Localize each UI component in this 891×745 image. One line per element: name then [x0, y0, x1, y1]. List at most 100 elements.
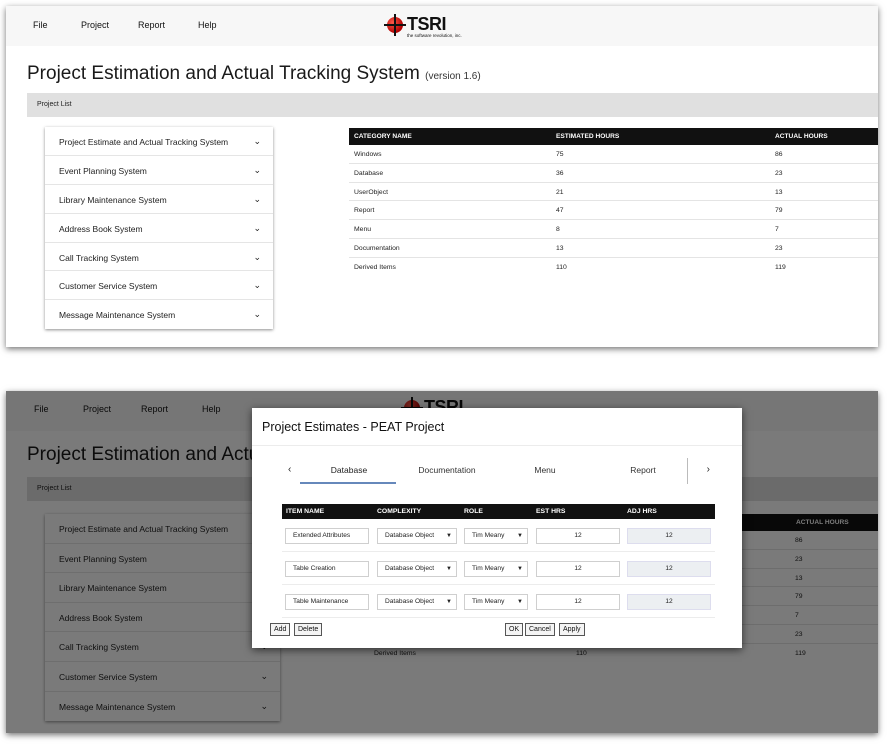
table-header: CATEGORY NAME ESTIMATED HOURS ACTUAL HOU…	[349, 128, 878, 145]
menu-help[interactable]: Help	[198, 20, 217, 30]
project-item[interactable]: Project Estimate and Actual Tracking Sys…	[45, 127, 273, 156]
project-item[interactable]: Address Book System ⌄	[45, 214, 273, 243]
project-label: Address Book System	[59, 223, 143, 234]
select-value: Database Object	[385, 565, 435, 572]
role-select[interactable]: Tim Meany ▼	[464, 594, 528, 610]
table-row: Derived Items 110 119	[349, 258, 878, 277]
project-item[interactable]: Library Maintenance System ⌄	[45, 185, 273, 214]
screenshot-modal-view: File Project Report Help TSRI Project Es…	[6, 391, 878, 733]
select-value: Tim Meany	[472, 565, 505, 572]
chevron-down-icon[interactable]: ⌄	[253, 164, 261, 175]
col-header-complexity: COMPLEXITY	[377, 508, 422, 515]
col-header-item: ITEM NAME	[286, 508, 325, 515]
project-label: Library Maintenance System	[59, 194, 167, 205]
cell: 7	[775, 226, 779, 234]
screenshot-main-view: File Project Report Help TSRI the softwa…	[6, 6, 878, 347]
cell: 23	[775, 244, 783, 252]
tab-database[interactable]: Database	[330, 465, 368, 475]
tab-report[interactable]: Report	[630, 465, 656, 475]
select-value: Database Object	[385, 598, 435, 605]
delete-button[interactable]: Delete	[294, 623, 323, 636]
project-label: Call Tracking System	[59, 252, 139, 263]
cell: UserObject	[354, 188, 388, 196]
tsri-logo: TSRI the software revolution, inc.	[384, 14, 477, 42]
project-label: Project Estimate and Actual Tracking Sys…	[59, 137, 229, 147]
item-name-field[interactable]: Table Maintenance	[285, 594, 369, 610]
cancel-button[interactable]: Cancel	[525, 623, 555, 636]
col-header-category: CATEGORY NAME	[354, 133, 412, 140]
category-table: CATEGORY NAME ESTIMATED HOURS ACTUAL HOU…	[349, 128, 878, 277]
section-label: Project List	[37, 101, 72, 108]
cell: 13	[775, 188, 783, 196]
complexity-select[interactable]: Database Object ▼	[377, 594, 457, 610]
project-item[interactable]: Call Tracking System ⌄	[45, 243, 273, 272]
chevron-left-icon[interactable]: ‹	[288, 464, 292, 475]
cell: Documentation	[354, 244, 400, 252]
table-row: Extended Attributes Database Object ▼ Tim…	[282, 519, 715, 552]
project-estimates-dialog: Project Estimates - PEAT Project ‹ Datab…	[252, 408, 742, 648]
col-header-adj: ADJ HRS	[627, 508, 657, 515]
table-row: Database 36 23	[349, 164, 878, 183]
menu-bar: File Project Report Help TSRI the softwa…	[6, 6, 878, 46]
cell: Report	[354, 207, 375, 215]
apply-button[interactable]: Apply	[559, 623, 585, 636]
cell: 75	[556, 151, 564, 158]
est-hrs-input[interactable]: 12	[536, 561, 620, 577]
project-label: Message Maintenance System	[59, 310, 176, 321]
cell: 86	[775, 151, 783, 158]
project-item[interactable]: Message Maintenance System ⌄	[45, 300, 273, 329]
add-button[interactable]: Add	[270, 623, 291, 636]
col-header-est: EST HRS	[536, 508, 566, 515]
project-item[interactable]: Customer Service System ⌄	[45, 271, 273, 301]
logo-brand: TSRI	[407, 14, 447, 34]
item-name-field[interactable]: Extended Attributes	[285, 528, 369, 544]
role-select[interactable]: Tim Meany ▼	[464, 561, 528, 577]
cell: Database	[354, 169, 384, 177]
chevron-down-icon[interactable]: ⌄	[253, 193, 261, 204]
col-header-estimated: ESTIMATED HOURS	[556, 133, 620, 140]
cell: Derived Items	[354, 263, 396, 271]
version-label: (version 1.6)	[425, 71, 481, 82]
page-title: Project Estimation and Actual Tracking S…	[27, 63, 481, 85]
section-bar: Project List	[27, 93, 878, 117]
chevron-down-icon[interactable]: ⌄	[253, 280, 261, 291]
tsri-logo-icon	[384, 14, 406, 36]
chevron-down-icon[interactable]: ⌄	[253, 136, 261, 146]
tab-documentation[interactable]: Documentation	[418, 465, 476, 475]
cell: 23	[775, 169, 783, 177]
dropdown-arrow-icon: ▼	[446, 533, 452, 539]
dropdown-arrow-icon: ▼	[446, 599, 452, 605]
complexity-select[interactable]: Database Object ▼	[377, 528, 457, 544]
menu-project[interactable]: Project	[81, 20, 110, 30]
est-hrs-input[interactable]: 12	[536, 594, 620, 610]
complexity-select[interactable]: Database Object ▼	[377, 561, 457, 577]
est-hrs-input[interactable]: 12	[536, 528, 620, 544]
cell: 110	[556, 263, 567, 271]
chevron-down-icon[interactable]: ⌄	[253, 251, 261, 262]
chevron-right-icon[interactable]: ›	[706, 464, 710, 475]
dropdown-arrow-icon: ▼	[446, 566, 452, 572]
chevron-down-icon[interactable]: ⌄	[253, 222, 261, 233]
cell: 13	[556, 244, 564, 252]
menu-file[interactable]: File	[33, 20, 48, 30]
ok-button[interactable]: OK	[505, 623, 524, 636]
item-name-field[interactable]: Table Creation	[285, 561, 369, 577]
col-header-role: ROLE	[464, 508, 483, 515]
tab-menu[interactable]: Menu	[534, 465, 556, 475]
col-header-actual: ACTUAL HOURS	[775, 133, 828, 140]
active-tab-indicator	[300, 482, 396, 484]
table-row: Documentation 13 23	[349, 239, 878, 258]
select-value: Database Object	[385, 532, 435, 539]
chevron-down-icon[interactable]: ⌄	[253, 309, 261, 320]
cell: 47	[556, 207, 564, 215]
adj-hrs-field: 12	[627, 528, 711, 544]
project-item[interactable]: Event Planning System ⌄	[45, 156, 273, 185]
dropdown-arrow-icon: ▼	[517, 599, 523, 605]
divider	[687, 458, 688, 484]
table-header: ITEM NAME COMPLEXITY ROLE EST HRS ADJ HR…	[282, 504, 715, 519]
project-label: Customer Service System	[59, 281, 158, 292]
role-select[interactable]: Tim Meany ▼	[464, 528, 528, 544]
cell: 8	[556, 226, 560, 234]
adj-hrs-field: 12	[627, 594, 711, 610]
menu-report[interactable]: Report	[138, 20, 166, 30]
